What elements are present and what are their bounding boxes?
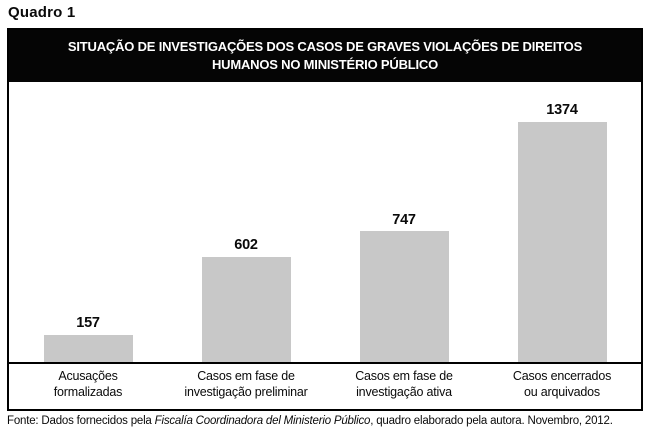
label-line: Casos em fase de	[355, 369, 453, 383]
label-line: Acusações	[58, 369, 118, 383]
source-note-source-name: Fiscalía Coordinadora del Ministerio Púb…	[154, 415, 371, 427]
source-note-prefix: Fonte: Dados fornecidos pela	[7, 415, 155, 427]
label-line: investigação preliminar	[184, 384, 308, 399]
bar-value-label: 157	[76, 315, 100, 332]
chart-area: 157 602 747 1374 Acusações	[9, 82, 641, 409]
label-line: Casos em fase de	[197, 369, 295, 383]
bar-value-label: 747	[392, 211, 416, 228]
bar-investigacao-ativa	[359, 231, 449, 362]
bar-value-label: 1374	[546, 102, 578, 119]
chart-title-line-2: HUMANOS NO MINISTÉRIO PÚBLICO	[211, 57, 439, 72]
source-note: Fonte: Dados fornecidos pela Fiscalía Co…	[7, 415, 647, 427]
figure-kicker: Quadro 1	[8, 4, 76, 21]
bar-group-encerrados-arquivados: 1374	[483, 82, 641, 362]
x-axis-label-acusacoes-formalizadas: Acusações formalizadas	[9, 369, 167, 407]
bar-encerrados-arquivados	[517, 121, 607, 362]
bar-acusacoes-formalizadas	[43, 334, 133, 362]
label-line: Casos encerrados	[512, 369, 612, 383]
chart-title-bar: SITUAÇÃO DE INVESTIGAÇÕES DOS CASOS DE G…	[9, 30, 641, 82]
bar-group-investigacao-preliminar: 602	[167, 82, 325, 362]
bar-group-acusacoes-formalizadas: 157	[9, 82, 167, 362]
source-note-suffix: , quadro elaborado pela autora. Novembro…	[370, 415, 613, 427]
figure-box: SITUAÇÃO DE INVESTIGAÇÕES DOS CASOS DE G…	[7, 28, 643, 411]
x-axis-label-investigacao-ativa: Casos em fase de investigação ativa	[325, 369, 483, 407]
label-line: formalizadas	[53, 384, 123, 399]
x-axis-label-investigacao-preliminar: Casos em fase de investigação preliminar	[167, 369, 325, 407]
label-line: ou arquivados	[524, 384, 600, 399]
bar-value-label: 602	[234, 237, 258, 254]
x-axis-labels: Acusações formalizadas Casos em fase de …	[9, 364, 641, 407]
chart-title-line-1: SITUAÇÃO DE INVESTIGAÇÕES DOS CASOS DE G…	[67, 39, 583, 54]
plot-area: 157 602 747 1374	[9, 82, 641, 364]
label-line: investigação ativa	[356, 384, 452, 399]
x-axis-label-encerrados-arquivados: Casos encerrados ou arquivados	[483, 369, 641, 407]
bar-investigacao-preliminar	[201, 256, 291, 362]
bar-group-investigacao-ativa: 747	[325, 82, 483, 362]
